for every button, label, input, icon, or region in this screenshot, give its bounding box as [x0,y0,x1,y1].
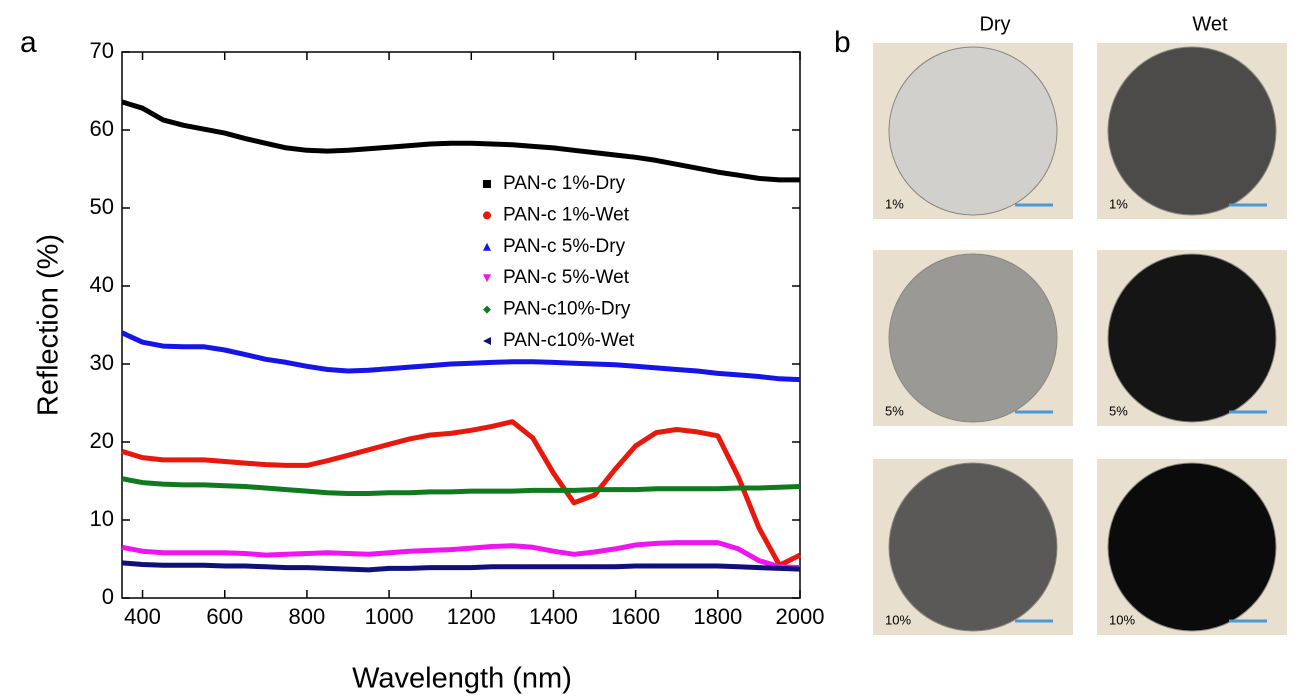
photo-label: 1% [885,196,904,211]
data-line [121,560,801,573]
sample-disc [888,253,1058,423]
panel-label: b [834,26,851,59]
y-tick-label: 40 [90,272,114,297]
legend-marker [483,180,491,188]
data-line [121,419,802,568]
y-tick-label: 50 [90,194,114,219]
column-header: Dry [979,13,1010,35]
column-header: Wet [1192,13,1228,35]
x-tick-label: 1400 [529,604,578,629]
y-tick-label: 0 [102,584,114,609]
sample-disc [888,46,1058,216]
plot-frame [121,51,801,599]
legend-text: PAN-c10%-Wet [503,330,635,351]
photo-label: 5% [1109,403,1128,418]
x-tick-label: 600 [206,604,243,629]
data-line [121,540,801,571]
sample-disc [1107,462,1277,632]
photo-label: 10% [1109,612,1135,627]
x-tick-label: 1200 [447,604,496,629]
y-tick-label: 60 [90,116,114,141]
sample-disc [888,462,1058,632]
x-tick-label: 400 [124,604,161,629]
data-line [121,476,801,496]
data-line [120,330,801,383]
x-tick-label: 800 [289,604,326,629]
legend-text: PAN-c 5%-Dry [503,236,626,257]
data-line [121,99,800,183]
y-tick-label: 20 [90,428,114,453]
photo-label: 5% [885,403,904,418]
y-tick-label: 30 [90,350,114,375]
legend-marker [483,305,491,314]
legend-text: PAN-c 5%-Wet [503,267,630,288]
legend-text: PAN-c10%-Dry [503,299,631,320]
y-tick-label: 10 [90,506,114,531]
photo-label: 1% [1109,196,1128,211]
x-tick-label: 1000 [365,604,414,629]
x-axis-title: Wavelength (nm) [352,663,572,695]
x-tick-label: 1600 [611,604,660,629]
x-tick-label: 2000 [776,604,825,629]
sample-disc [1107,46,1277,216]
legend-marker [483,337,491,345]
legend-marker [483,242,491,251]
legend-text: PAN-c 1%-Wet [503,204,630,225]
x-tick-label: 1800 [693,604,742,629]
sample-disc [1107,253,1277,423]
legend-marker [483,211,491,220]
legend-text: PAN-c 1%-Dry [503,173,626,194]
legend-marker [483,274,491,283]
photo-label: 10% [885,612,911,627]
y-tick-label: 70 [90,38,114,63]
panel-label: a [20,26,37,59]
y-axis-title: Reflection (%) [33,234,65,416]
